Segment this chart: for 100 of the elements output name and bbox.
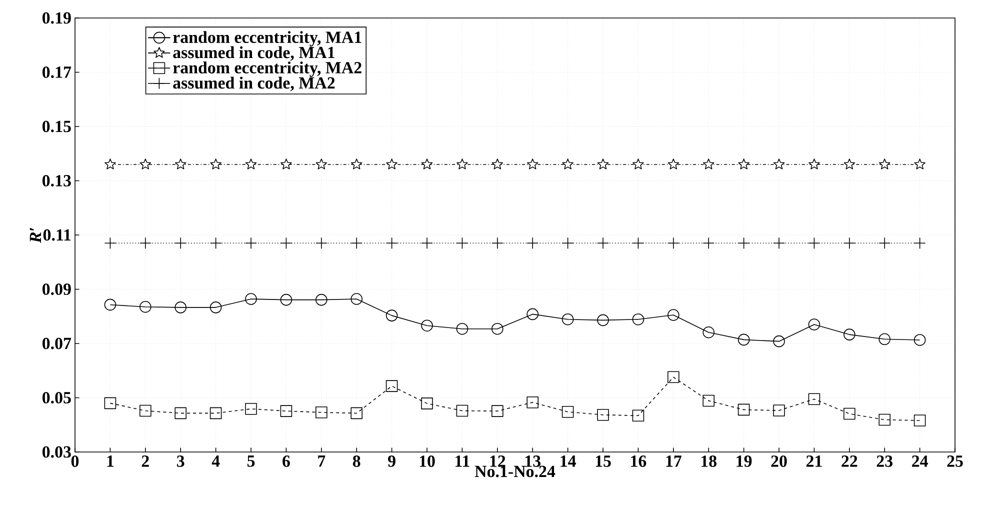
point (562, 313, 574, 326)
x-tick-label: 5 (247, 456, 255, 467)
point (597, 408, 609, 421)
x-tick-label: 13 (525, 456, 540, 467)
point (878, 414, 891, 426)
x-tick-label: 25 (947, 456, 963, 467)
point (738, 404, 750, 416)
point (914, 334, 926, 346)
point (844, 328, 856, 340)
point (702, 158, 714, 170)
y-tick-label: 0.05 (42, 392, 71, 404)
point (386, 380, 398, 392)
point (174, 407, 186, 420)
point (492, 405, 504, 417)
y-tick-label: 0.15 (42, 120, 71, 132)
point (632, 313, 644, 326)
point (174, 302, 186, 314)
point (773, 335, 785, 348)
point (280, 294, 292, 306)
x-tick-label: 6 (282, 456, 290, 467)
point (280, 158, 292, 170)
x-tick-label: 14 (560, 456, 576, 467)
point (316, 294, 328, 306)
point (526, 396, 539, 408)
point (773, 158, 785, 170)
point (738, 334, 750, 346)
point (140, 300, 152, 313)
point (632, 410, 644, 422)
point (210, 302, 222, 314)
point (316, 158, 328, 170)
point (668, 309, 680, 321)
point (210, 158, 222, 170)
point (738, 158, 750, 170)
y-tick-label: 0.11 (43, 229, 71, 241)
point (702, 394, 715, 407)
x-tick-label: 17 (666, 456, 682, 467)
point (632, 158, 644, 170)
point (562, 406, 574, 418)
point (456, 158, 468, 170)
point (914, 158, 926, 170)
x-tick-label: 15 (596, 456, 611, 467)
point (245, 402, 257, 415)
y-tick-label: 0.13 (42, 174, 71, 186)
x-tick-label: 7 (318, 456, 326, 467)
y-tick-label: 0.17 (42, 66, 72, 78)
x-tick-label: 3 (177, 456, 184, 467)
x-tick-label: 18 (701, 456, 717, 467)
x-tick-label: 21 (806, 456, 822, 467)
point (104, 298, 116, 311)
point (878, 333, 891, 346)
y-tick-label: 0.03 (42, 446, 71, 458)
x-tick-label: 19 (736, 456, 752, 467)
x-axis-title: No.1-No.24 (474, 466, 556, 478)
legend-label: assumed in code, MA1 (173, 46, 334, 61)
point (140, 404, 152, 417)
point (597, 314, 609, 326)
point (350, 407, 362, 420)
point (104, 158, 116, 170)
point (597, 158, 609, 170)
legend-label: random eccentricity, MA1 (173, 31, 362, 46)
y-axis-title: R′ (30, 228, 41, 244)
point (492, 158, 504, 170)
x-tick-label: 22 (842, 456, 858, 467)
x-tick-label: 24 (912, 456, 928, 467)
point (668, 158, 680, 170)
point (386, 158, 398, 170)
point (421, 320, 433, 332)
x-tick-label: 8 (352, 456, 360, 467)
x-tick-label: 12 (490, 456, 506, 467)
x-tick-label: 11 (456, 456, 470, 467)
point (773, 404, 785, 416)
point (808, 393, 820, 406)
point (492, 322, 504, 335)
point (316, 406, 328, 418)
x-tick-label: 16 (631, 456, 646, 467)
point (914, 414, 926, 426)
point (668, 371, 680, 384)
point (350, 293, 362, 305)
x-tick-label: 4 (212, 456, 220, 467)
point (808, 158, 820, 170)
legend-label: random eccentricity, MA2 (173, 62, 362, 77)
point (526, 308, 539, 320)
point (702, 326, 715, 338)
x-tick-label: 0 (71, 456, 79, 467)
x-tick-label: 10 (420, 456, 435, 467)
x-tick-label: 23 (876, 456, 892, 467)
point (562, 158, 574, 170)
point (386, 310, 398, 322)
legend-label: assumed in code, MA2 (173, 76, 335, 92)
y-tick-label: 0.09 (42, 283, 71, 295)
point (140, 158, 152, 170)
point (210, 407, 222, 420)
point (104, 397, 116, 410)
point (878, 158, 890, 170)
x-tick-label: 9 (388, 456, 396, 467)
point (844, 158, 856, 170)
point (526, 158, 538, 170)
point (280, 405, 292, 417)
x-tick-label: 20 (771, 456, 787, 467)
x-tick-label: 1 (107, 456, 114, 467)
